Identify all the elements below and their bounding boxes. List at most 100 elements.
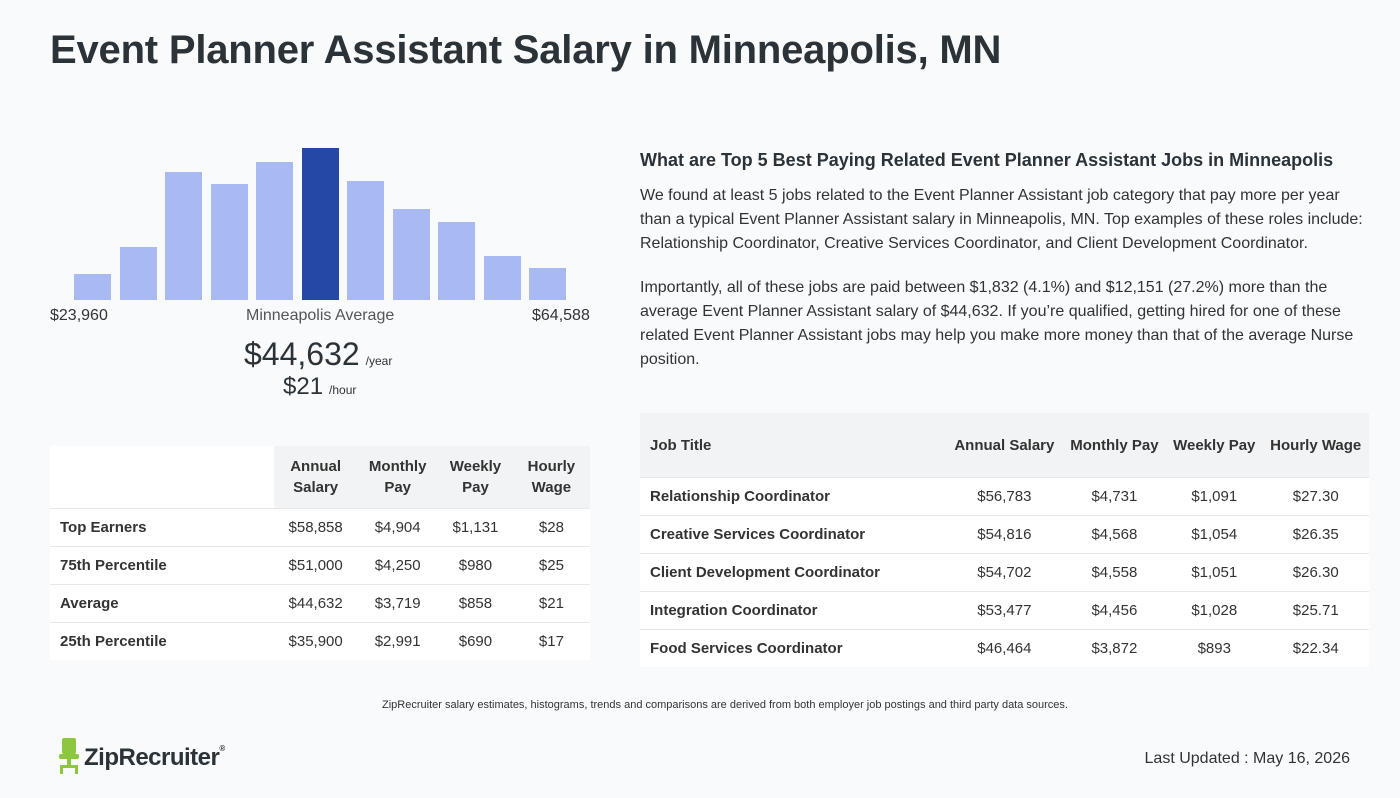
cell-monthly: $3,719 [357,584,439,623]
header-annual-salary: Annual Salary [274,446,358,509]
header-monthly-pay: Monthly Pay [357,446,439,509]
header-weekly-pay: Weekly Pay [438,446,513,509]
logo-wordmark: ZipRecruiter [84,744,220,771]
cell-monthly: $3,872 [1062,629,1167,667]
yearly-unit: /year [365,354,393,368]
cell-annual: $53,477 [946,591,1063,630]
cell-weekly: $690 [438,622,513,660]
cell-annual: $58,858 [274,508,358,547]
cell-hourly: $25 [512,546,590,585]
cell-monthly: $4,568 [1062,515,1167,554]
histogram-bar [165,172,202,300]
histogram-bar [210,184,248,300]
cell-annual: $46,464 [946,629,1063,667]
histogram-min-label: $23,960 [50,307,108,324]
header-monthly-pay: Monthly Pay [1062,413,1167,478]
cell-hourly: $27.30 [1262,477,1369,516]
last-updated: Last Updated : May 16, 2026 [1144,750,1350,767]
related-jobs-table: Job Title Annual Salary Monthly Pay Week… [640,413,1369,667]
histogram-bar [301,148,339,300]
histogram-bar [74,274,111,300]
row-label: Top Earners [50,508,274,547]
cell-monthly: $4,558 [1062,553,1167,592]
cell-weekly: $1,091 [1166,477,1263,516]
percentile-table: Annual Salary Monthly Pay Weekly Pay Hou… [50,446,590,660]
cell-annual: $44,632 [274,584,358,623]
cell-weekly: $1,131 [438,508,513,547]
header-weekly-pay: Weekly Pay [1166,413,1263,478]
cell-weekly: $1,028 [1166,591,1263,630]
cell-weekly: $1,054 [1166,515,1263,554]
cell-monthly: $4,731 [1062,477,1167,516]
histogram-bar [347,181,384,300]
cell-weekly: $1,051 [1166,553,1263,592]
job-title: Integration Coordinator [640,591,946,630]
cell-annual: $51,000 [274,546,358,585]
chair-icon [58,737,80,779]
histogram-bar [483,256,521,300]
job-title: Relationship Coordinator [640,477,946,516]
histogram-average-label: Minneapolis Average [246,307,395,324]
cell-hourly: $22.34 [1262,629,1369,667]
average-yearly-value: $44,632 [244,336,360,372]
header-hourly-wage: Hourly Wage [1262,413,1369,478]
table-row: Relationship Coordinator $56,783 $4,731 … [640,477,1369,516]
cell-hourly: $17 [512,622,590,660]
percentile-table-header: Annual Salary Monthly Pay Weekly Pay Hou… [50,446,590,509]
histogram-bar [392,209,430,300]
average-hourly-wage: $21/hour [283,373,356,401]
header-annual-salary: Annual Salary [946,413,1063,478]
histogram-bar [256,162,293,300]
cell-monthly: $4,904 [357,508,439,547]
histogram-bar [529,268,566,300]
related-jobs-heading: What are Top 5 Best Paying Related Event… [640,150,1334,170]
table-row: 75th Percentile $51,000 $4,250 $980 $25 [50,546,590,585]
row-label: Average [50,584,274,623]
cell-monthly: $2,991 [357,622,439,660]
cell-weekly: $893 [1166,629,1263,667]
table-row: Top Earners $58,858 $4,904 $1,131 $28 [50,508,590,547]
job-title: Client Development Coordinator [640,553,946,592]
cell-weekly: $858 [438,584,513,623]
average-yearly-salary: $44,632/year [244,336,392,373]
histogram-max-label: $64,588 [532,307,590,324]
average-hourly-value: $21 [283,373,324,400]
table-row: Creative Services Coordinator $54,816 $4… [640,515,1369,554]
data-disclaimer: ZipRecruiter salary estimates, histogram… [382,699,1068,711]
page-title: Event Planner Assistant Salary in Minnea… [50,28,1002,72]
table-row: Integration Coordinator $53,477 $4,456 $… [640,591,1369,630]
cell-hourly: $26.30 [1262,553,1369,592]
table-row: Food Services Coordinator $46,464 $3,872… [640,629,1369,667]
table-row: 25th Percentile $35,900 $2,991 $690 $17 [50,622,590,660]
related-jobs-paragraph-1: We found at least 5 jobs related to the … [640,187,1363,252]
cell-hourly: $21 [512,584,590,623]
cell-annual: $56,783 [946,477,1063,516]
header-blank [50,446,274,509]
salary-histogram [74,145,574,300]
cell-annual: $35,900 [274,622,358,660]
header-job-title: Job Title [640,413,946,478]
cell-hourly: $25.71 [1262,591,1369,630]
cell-monthly: $4,250 [357,546,439,585]
cell-annual: $54,816 [946,515,1063,554]
cell-weekly: $980 [438,546,513,585]
cell-annual: $54,702 [946,553,1063,592]
logo-text: ZipRecruiter® [84,744,225,772]
job-title: Creative Services Coordinator [640,515,946,554]
job-title: Food Services Coordinator [640,629,946,667]
table-row: Average $44,632 $3,719 $858 $21 [50,584,590,623]
registered-mark: ® [219,744,225,753]
header-hourly-wage: Hourly Wage [512,446,590,509]
jobs-table-header: Job Title Annual Salary Monthly Pay Week… [640,413,1369,478]
ziprecruiter-logo[interactable]: ZipRecruiter® [58,737,225,779]
histogram-bar [438,222,475,300]
histogram-bar [119,247,157,300]
hourly-unit: /hour [329,383,357,397]
row-label: 75th Percentile [50,546,274,585]
cell-monthly: $4,456 [1062,591,1167,630]
cell-hourly: $26.35 [1262,515,1369,554]
table-row: Client Development Coordinator $54,702 $… [640,553,1369,592]
row-label: 25th Percentile [50,622,274,660]
cell-hourly: $28 [512,508,590,547]
